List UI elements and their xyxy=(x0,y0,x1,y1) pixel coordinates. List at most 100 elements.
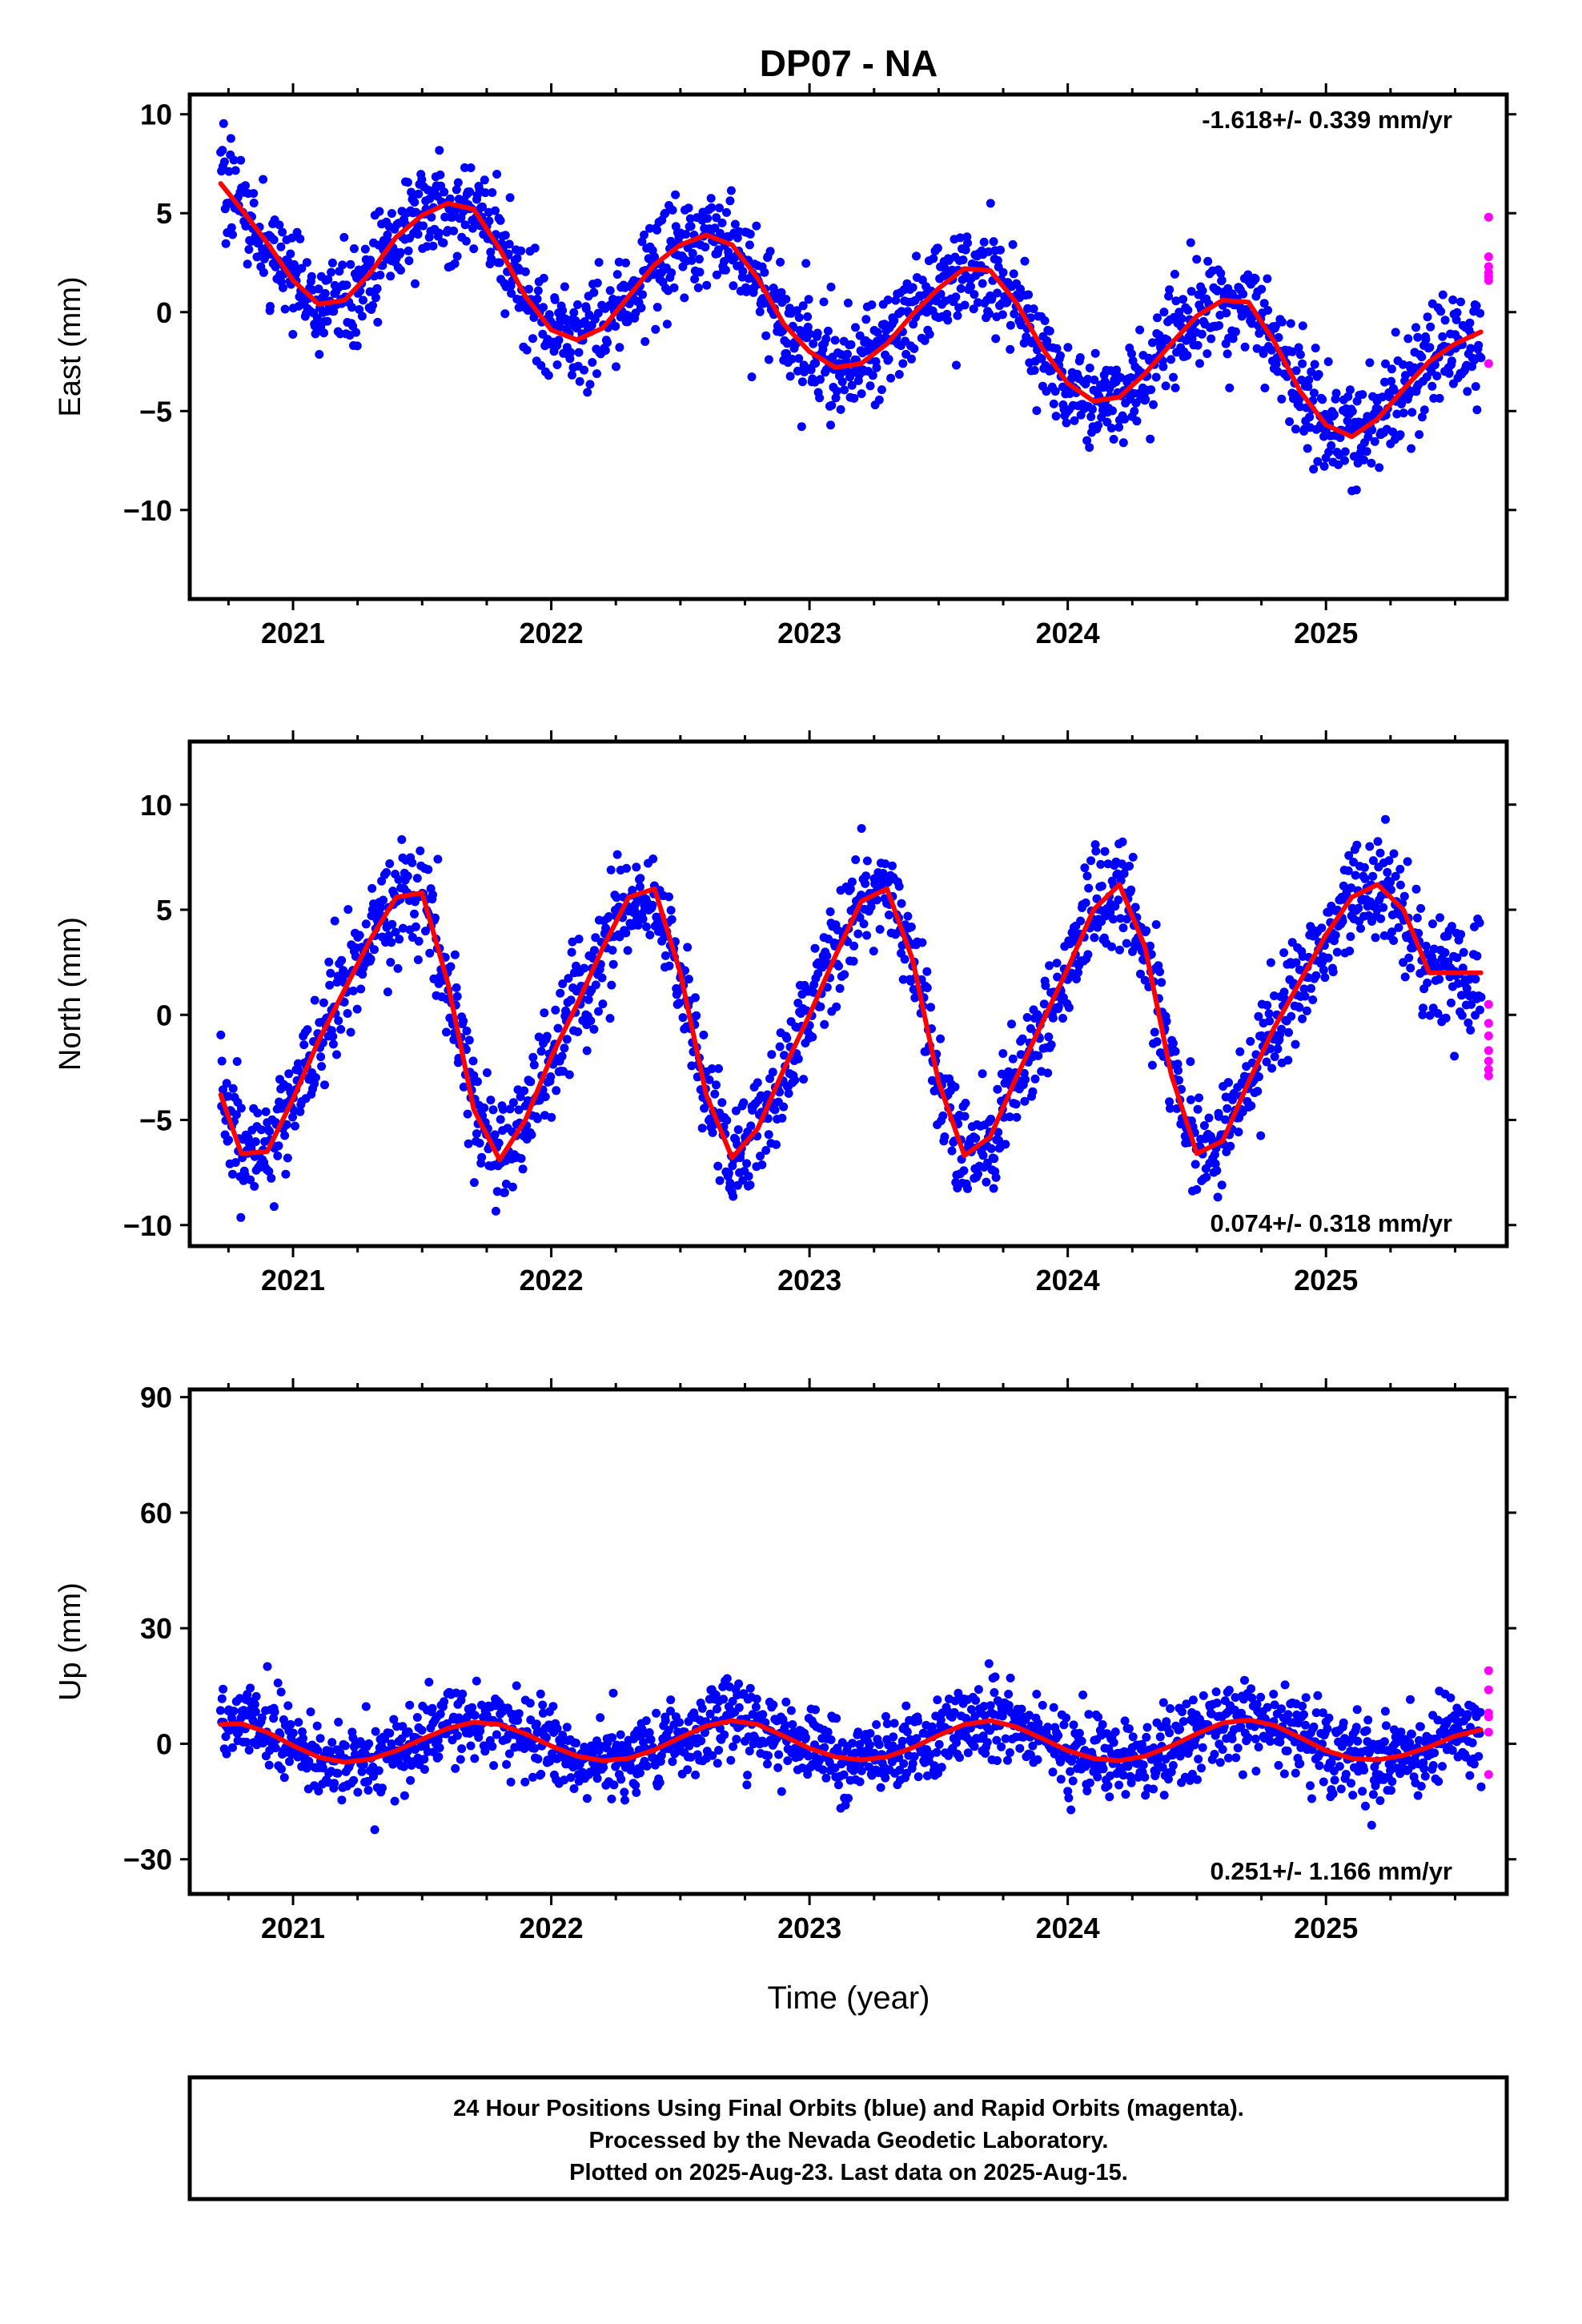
final-orbit-point xyxy=(386,958,396,967)
final-orbit-point xyxy=(504,239,514,249)
final-orbit-point xyxy=(1007,1019,1016,1029)
final-orbit-point xyxy=(1395,864,1405,874)
final-orbit-point xyxy=(327,1738,337,1747)
final-orbit-point xyxy=(969,304,978,314)
final-orbit-point xyxy=(325,980,335,990)
final-orbit-point xyxy=(985,309,994,319)
final-orbit-point xyxy=(1432,372,1442,380)
final-orbit-point xyxy=(524,284,533,294)
final-orbit-point xyxy=(1423,978,1432,987)
final-orbit-point xyxy=(661,951,670,960)
final-orbit-point xyxy=(739,1098,749,1108)
final-orbit-point xyxy=(1020,1096,1030,1106)
final-orbit-point xyxy=(633,920,643,930)
final-orbit-point xyxy=(1070,416,1079,425)
final-orbit-point xyxy=(480,175,489,185)
final-orbit-point xyxy=(361,1702,371,1711)
final-orbit-point xyxy=(592,278,602,287)
final-orbit-point xyxy=(678,1013,688,1023)
final-orbit-point xyxy=(384,931,394,940)
final-orbit-point xyxy=(873,328,882,337)
final-orbit-point xyxy=(353,1787,363,1797)
final-orbit-point xyxy=(991,1172,1001,1182)
final-orbit-point xyxy=(1075,353,1085,362)
final-orbit-point xyxy=(1106,907,1115,917)
final-orbit-point xyxy=(1395,430,1405,440)
y-tick-label: 10 xyxy=(140,789,172,822)
final-orbit-point xyxy=(1305,412,1315,422)
final-orbit-point xyxy=(1291,1768,1300,1778)
final-orbit-point xyxy=(279,1773,289,1783)
final-orbit-point xyxy=(1080,863,1090,873)
final-orbit-point xyxy=(542,1031,552,1041)
final-orbit-point xyxy=(1459,947,1468,957)
final-orbit-point xyxy=(1210,1750,1219,1759)
final-orbit-point xyxy=(830,336,840,345)
final-orbit-point xyxy=(623,946,632,955)
final-orbit-point xyxy=(1193,340,1203,350)
final-orbit-point xyxy=(1291,1039,1300,1049)
final-orbit-point xyxy=(874,395,884,404)
final-orbit-point xyxy=(1307,367,1316,376)
final-orbit-point xyxy=(288,330,298,339)
final-orbit-point xyxy=(1283,1055,1293,1065)
final-orbit-point xyxy=(1228,334,1238,344)
final-orbit-point xyxy=(396,247,405,257)
final-orbit-point xyxy=(261,1107,271,1116)
final-orbit-point xyxy=(1435,975,1444,984)
final-orbit-point xyxy=(1161,381,1170,391)
final-orbit-point xyxy=(566,348,576,357)
final-orbit-point xyxy=(897,1736,907,1746)
final-orbit-point xyxy=(518,1164,528,1174)
final-orbit-point xyxy=(507,288,516,298)
final-orbit-point xyxy=(404,246,413,255)
final-orbit-point xyxy=(874,1740,884,1749)
final-orbit-point xyxy=(616,1775,626,1784)
final-orbit-point xyxy=(219,1085,227,1095)
final-orbit-point xyxy=(259,175,268,184)
final-orbit-point xyxy=(745,1683,755,1693)
final-orbit-point xyxy=(566,995,576,1005)
final-orbit-point xyxy=(1114,895,1123,905)
final-orbit-point xyxy=(933,1695,942,1705)
final-orbit-point xyxy=(400,1762,408,1771)
final-orbit-point xyxy=(1399,408,1408,418)
final-orbit-point xyxy=(732,1735,741,1744)
x-tick-label: 2025 xyxy=(1294,1264,1358,1297)
final-orbit-points xyxy=(216,119,1486,496)
final-orbit-point xyxy=(1332,947,1342,957)
final-orbit-point xyxy=(1406,963,1415,973)
final-orbit-point xyxy=(1471,382,1480,392)
final-orbit-point xyxy=(224,1136,234,1145)
final-orbit-point xyxy=(1389,385,1399,395)
final-orbit-point xyxy=(855,1777,865,1787)
final-orbit-point xyxy=(1271,321,1280,331)
final-orbit-point xyxy=(424,865,433,875)
final-orbit-point xyxy=(243,259,252,269)
final-orbit-point xyxy=(554,336,564,345)
final-orbit-point xyxy=(1421,941,1431,951)
final-orbit-point xyxy=(1430,360,1439,370)
final-orbit-point xyxy=(488,188,497,197)
final-orbit-point xyxy=(897,899,906,908)
final-orbit-point xyxy=(940,263,950,272)
final-orbit-point xyxy=(990,1154,999,1164)
final-orbit-point xyxy=(1403,334,1413,344)
final-orbit-point xyxy=(906,923,916,931)
final-orbit-point xyxy=(707,1064,717,1073)
final-orbit-point xyxy=(1107,942,1116,951)
final-orbit-point xyxy=(1081,898,1090,907)
final-orbit-point xyxy=(355,931,364,940)
final-orbit-point xyxy=(330,916,339,926)
final-orbit-point xyxy=(745,1180,755,1190)
final-orbit-point xyxy=(1343,416,1352,426)
final-orbit-point xyxy=(620,1787,629,1797)
final-orbit-point xyxy=(232,1057,242,1066)
final-orbit-point xyxy=(834,961,843,971)
final-orbit-point xyxy=(1310,360,1319,369)
final-orbit-point xyxy=(837,377,847,387)
final-orbit-point xyxy=(1078,1691,1088,1699)
final-orbit-point xyxy=(787,354,797,364)
final-orbit-point xyxy=(585,380,595,389)
final-orbit-point xyxy=(434,228,444,238)
